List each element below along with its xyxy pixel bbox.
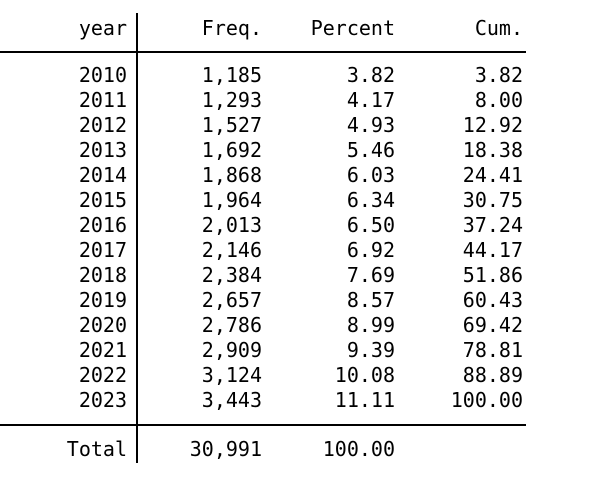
cum-cell: 78.81 [462,338,523,362]
year-cell: 2014 [78,163,127,187]
year-cell: 2013 [78,138,127,162]
year-cell: 2016 [78,213,127,237]
table-header-row: year Freq. Percent Cum. [0,15,523,41]
cum-cell: 18.38 [462,138,523,162]
freq-cell: 2,146 [201,238,262,262]
cum-cell: 37.24 [462,213,523,237]
percent-cell: 9.39 [346,338,395,362]
total-percent-cell: 100.00 [322,437,395,461]
header-divider-rule [0,51,526,53]
column-divider-rule [136,13,138,463]
year-cell: 2021 [78,338,127,362]
table-row: 2018 2,384 7.69 51.86 [0,263,523,288]
table-row: 2013 1,692 5.46 18.38 [0,138,523,163]
year-cell: 2018 [78,263,127,287]
cum-cell: 30.75 [462,188,523,212]
year-cell: 2020 [78,313,127,337]
table-row: 2011 1,293 4.17 8.00 [0,88,523,113]
percent-cell: 8.99 [346,313,395,337]
freq-cell: 1,692 [201,138,262,162]
cum-cell: 60.43 [462,288,523,312]
freq-cell: 1,868 [201,163,262,187]
cum-cell: 8.00 [474,88,523,112]
total-freq-cell: 30,991 [189,437,262,461]
percent-cell: 8.57 [346,288,395,312]
freq-cell: 1,185 [201,63,262,87]
percent-cell: 6.34 [346,188,395,212]
header-freq: Freq. [201,16,262,40]
year-cell: 2015 [78,188,127,212]
cum-cell: 12.92 [462,113,523,137]
percent-cell: 7.69 [346,263,395,287]
header-year: year [78,16,127,40]
freq-cell: 2,657 [201,288,262,312]
header-percent: Percent [310,16,395,40]
table-row: 2014 1,868 6.03 24.41 [0,163,523,188]
percent-cell: 10.08 [334,363,395,387]
freq-cell: 2,384 [201,263,262,287]
freq-cell: 2,786 [201,313,262,337]
year-cell: 2023 [78,388,127,412]
table-row: 2017 2,146 6.92 44.17 [0,238,523,263]
year-cell: 2012 [78,113,127,137]
table-row: 2021 2,909 9.39 78.81 [0,338,523,363]
percent-cell: 4.17 [346,88,395,112]
year-cell: 2011 [78,88,127,112]
percent-cell: 11.11 [334,388,395,412]
total-divider-rule [0,424,526,426]
percent-cell: 6.03 [346,163,395,187]
year-cell: 2019 [78,288,127,312]
cum-cell: 24.41 [462,163,523,187]
table-row: 2010 1,185 3.82 3.82 [0,63,523,88]
percent-cell: 6.92 [346,238,395,262]
total-cum-cell [395,437,523,462]
year-cell: 2010 [78,63,127,87]
freq-cell: 3,124 [201,363,262,387]
percent-cell: 3.82 [346,63,395,87]
table-total-row: Total 30,991 100.00 [0,437,523,462]
cum-cell: 100.00 [450,388,523,412]
percent-cell: 4.93 [346,113,395,137]
cum-cell: 88.89 [462,363,523,387]
freq-cell: 3,443 [201,388,262,412]
table-row: 2019 2,657 8.57 60.43 [0,288,523,313]
cum-cell: 51.86 [462,263,523,287]
freq-cell: 1,964 [201,188,262,212]
table-row: 2012 1,527 4.93 12.92 [0,113,523,138]
table-row: 2022 3,124 10.08 88.89 [0,363,523,388]
cum-cell: 69.42 [462,313,523,337]
table-row: 2020 2,786 8.99 69.42 [0,313,523,338]
header-cum: Cum. [474,16,523,40]
freq-cell: 2,909 [201,338,262,362]
year-cell: 2022 [78,363,127,387]
cum-cell: 44.17 [462,238,523,262]
table-row: 2015 1,964 6.34 30.75 [0,188,523,213]
percent-cell: 6.50 [346,213,395,237]
table-row: 2016 2,013 6.50 37.24 [0,213,523,238]
table-body: 2010 1,185 3.82 3.82 2011 1,293 4.17 8.0… [0,63,523,413]
total-label: Total [66,437,127,461]
year-cell: 2017 [78,238,127,262]
freq-cell: 1,527 [201,113,262,137]
freq-cell: 1,293 [201,88,262,112]
freq-cell: 2,013 [201,213,262,237]
percent-cell: 5.46 [346,138,395,162]
table-row: 2023 3,443 11.11 100.00 [0,388,523,413]
cum-cell: 3.82 [474,63,523,87]
